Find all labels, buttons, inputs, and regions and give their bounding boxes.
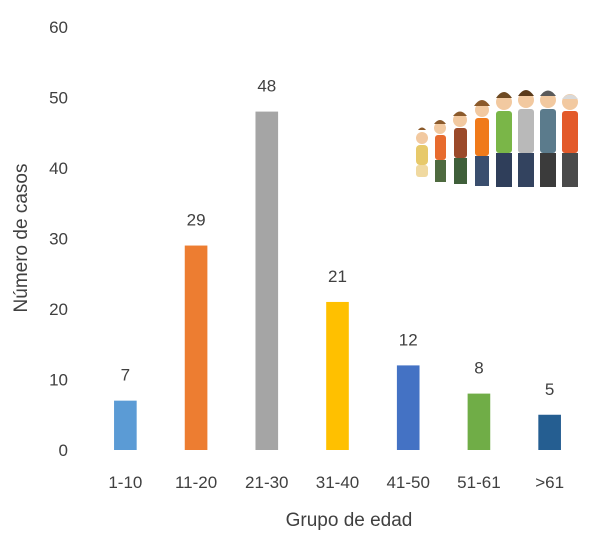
data-labels-layer: 7 29 48 21 12 8 5 (121, 77, 555, 399)
x-tick-label: 31-40 (316, 473, 359, 492)
bar-1-10 (114, 400, 137, 450)
y-tick-label: 30 (49, 230, 68, 249)
data-label: 12 (399, 330, 418, 349)
y-tick-label: 0 (59, 441, 68, 460)
bar-31-40 (326, 301, 349, 450)
y-axis-label: Número de casos (11, 164, 32, 313)
y-axis-ticks: 0 10 20 30 40 50 60 (49, 18, 68, 460)
data-label: 5 (545, 380, 554, 399)
data-label: 7 (121, 366, 130, 385)
y-tick-label: 60 (49, 18, 68, 37)
x-tick-label: >61 (535, 473, 564, 492)
bar-21-30 (255, 111, 279, 450)
x-tick-label: 1-10 (108, 473, 142, 492)
bar->61 (538, 414, 561, 450)
data-label: 48 (257, 77, 276, 96)
bars-layer (114, 111, 561, 450)
x-tick-label: 51-61 (457, 473, 500, 492)
data-label: 29 (187, 211, 206, 230)
y-tick-label: 50 (49, 89, 68, 108)
y-tick-label: 10 (49, 371, 68, 390)
data-label: 8 (474, 359, 483, 378)
x-tick-label: 21-30 (245, 473, 288, 492)
x-axis-ticks: 1-10 11-20 21-30 31-40 41-50 51-61 >61 (108, 473, 564, 492)
x-tick-label: 41-50 (386, 473, 429, 492)
y-tick-label: 40 (49, 159, 68, 178)
data-label: 21 (328, 267, 347, 286)
bar-11-20 (184, 245, 208, 450)
x-axis-label: Grupo de edad (286, 510, 413, 531)
x-tick-label: 11-20 (175, 473, 217, 492)
bar-41-50 (396, 365, 420, 450)
family-generations-illustration-icon (416, 90, 578, 187)
bar-51-61 (467, 393, 491, 450)
y-tick-label: 20 (49, 300, 68, 319)
